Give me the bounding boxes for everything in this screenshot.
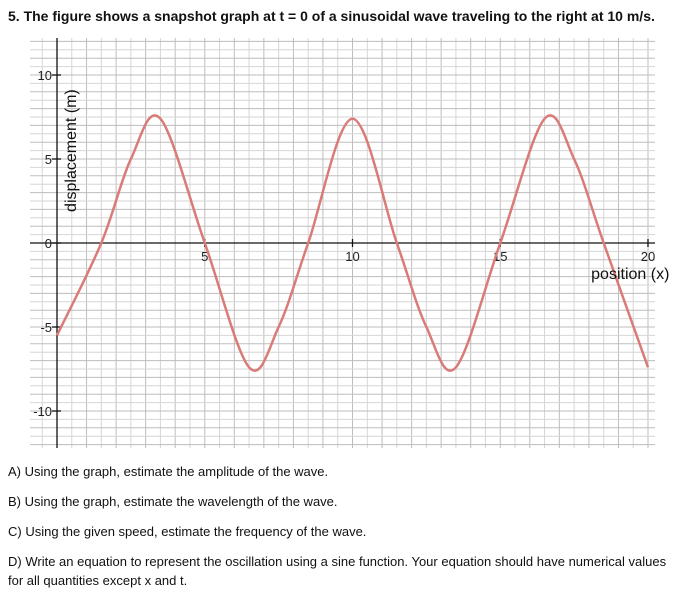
x-tick-label: 20 [641, 249, 655, 264]
y-axis-title: displacement (m) [63, 89, 80, 212]
question-a: A) Using the graph, estimate the amplitu… [8, 464, 329, 479]
y-tick-label: 10 [38, 68, 52, 83]
y-tick-label: -5 [40, 320, 52, 335]
question-d: D) Write an equation to represent the os… [8, 554, 667, 588]
question-c: C) Using the given speed, estimate the f… [8, 524, 367, 539]
x-axis-title: position (x) [591, 266, 669, 283]
axes [30, 38, 655, 448]
x-tick-label: 10 [345, 249, 359, 264]
y-tick-label: 5 [45, 152, 52, 167]
question-list: A) Using the graph, estimate the amplitu… [8, 462, 668, 601]
y-tick-label: -10 [33, 404, 52, 419]
question-b: B) Using the graph, estimate the wavelen… [8, 494, 338, 509]
wave-curve [55, 114, 650, 372]
y-tick-label: 0 [45, 236, 52, 251]
x-tick-label: 5 [201, 249, 208, 264]
problem-title: 5. The figure shows a snapshot graph at … [8, 8, 655, 24]
